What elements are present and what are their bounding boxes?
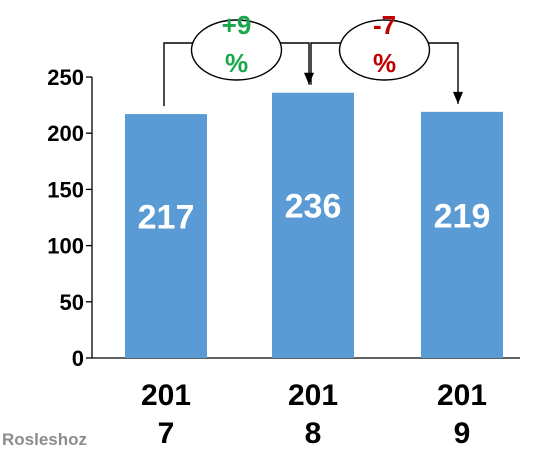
x-category-label: 201 8 [288, 379, 338, 450]
change-label: -7% [373, 10, 396, 78]
change-ellipse [190, 19, 283, 81]
bar-value-label: 217 [138, 199, 195, 237]
bars: 217 201 7 236 201 8 219 201 9 [125, 92, 503, 450]
x-category-label: 201 7 [141, 379, 191, 450]
y-tick-label: 150 [47, 177, 84, 202]
bar [125, 114, 207, 358]
bar-value-label: 236 [285, 187, 342, 225]
y-tick-label: 200 [47, 121, 84, 146]
axes: 0 50 100 150 200 250 [47, 65, 520, 371]
change-arrowhead [304, 72, 314, 85]
y-tick-label: 0 [72, 346, 84, 371]
y-tick-label: 250 [47, 65, 84, 90]
change-label: +9% [222, 10, 252, 78]
bar [272, 92, 354, 359]
x-category-label: 201 9 [437, 379, 487, 450]
change-arrowhead [453, 91, 463, 104]
y-tick-label: 100 [47, 234, 84, 259]
bar [421, 111, 503, 359]
y-tick-label: 50 [60, 290, 84, 315]
change-ellipse [338, 19, 431, 81]
change-annotations: +9 % -7% [163, 10, 463, 107]
bar-value-label: 219 [434, 198, 491, 236]
source-label: Rosleshoz [2, 430, 88, 449]
